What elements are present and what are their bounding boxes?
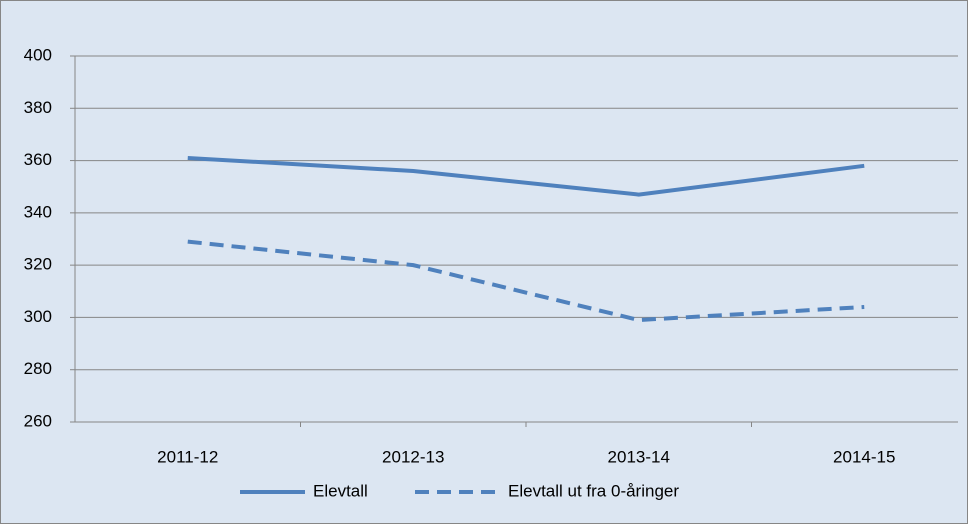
x-tick-label: 2012-13 xyxy=(382,447,444,466)
y-tick-label: 300 xyxy=(24,307,52,326)
legend-label: Elevtall xyxy=(313,481,368,500)
x-tick-label: 2013-14 xyxy=(608,447,670,466)
x-tick-label: 2011-12 xyxy=(157,447,218,466)
series-line xyxy=(187,239,865,323)
y-tick-label: 400 xyxy=(24,45,52,64)
y-tick-label: 360 xyxy=(24,150,52,169)
y-tick-label: 340 xyxy=(24,202,52,221)
legend-label: Elevtall ut fra 0-åringer xyxy=(508,481,679,500)
x-tick-label: 2014-15 xyxy=(833,447,895,466)
y-tick-label: 260 xyxy=(24,411,52,430)
series-line xyxy=(187,155,865,197)
y-tick-label: 280 xyxy=(24,359,52,378)
y-tick-label: 320 xyxy=(24,255,52,274)
y-tick-label: 380 xyxy=(24,98,52,117)
